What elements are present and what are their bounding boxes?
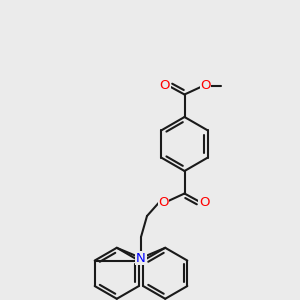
- Text: O: O: [160, 79, 170, 92]
- Text: O: O: [158, 196, 169, 209]
- Text: O: O: [200, 79, 211, 92]
- Text: O: O: [199, 196, 209, 209]
- Text: N: N: [136, 251, 146, 265]
